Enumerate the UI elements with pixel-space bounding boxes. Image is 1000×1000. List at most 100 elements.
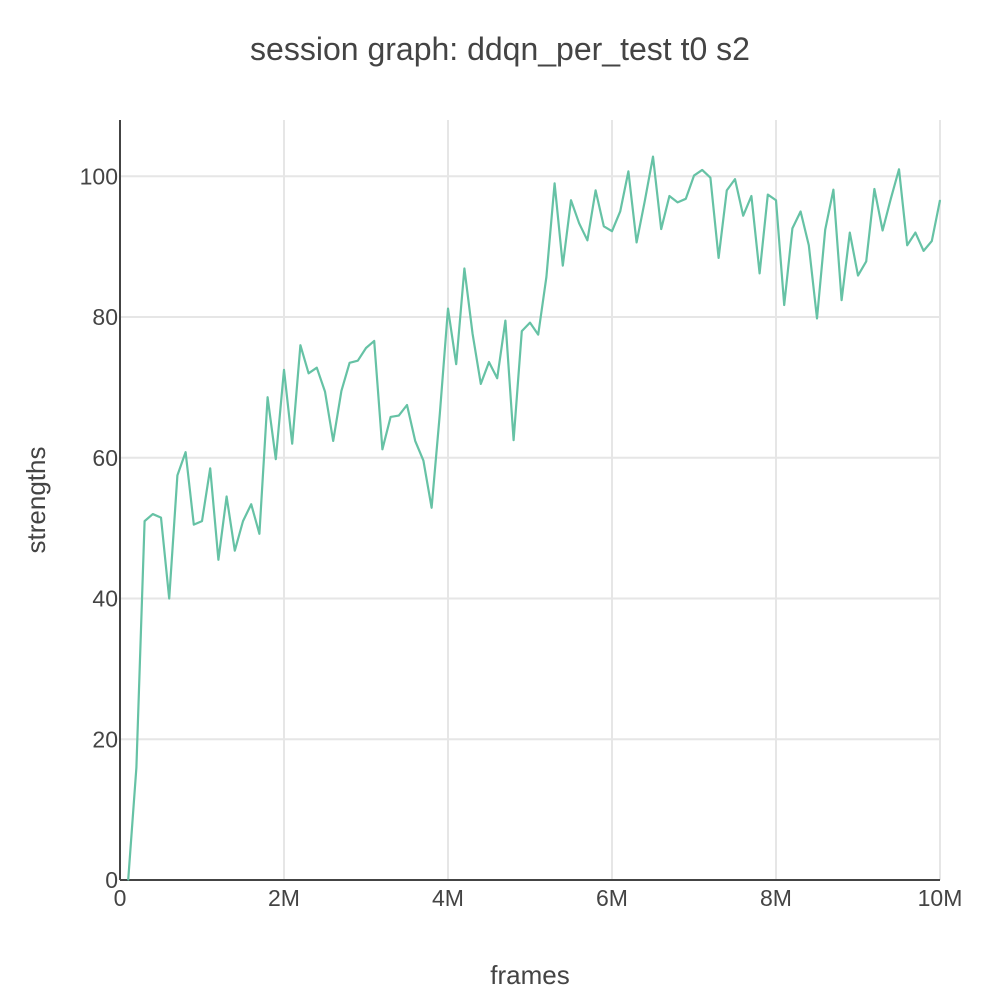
data-point xyxy=(923,250,925,252)
data-point xyxy=(152,513,154,515)
data-point xyxy=(562,265,564,267)
data-point xyxy=(439,413,441,415)
data-point xyxy=(636,241,638,244)
data-point xyxy=(882,229,884,232)
series-group xyxy=(127,155,942,881)
data-point xyxy=(775,199,777,201)
data-point xyxy=(808,244,810,246)
data-point xyxy=(176,474,178,476)
data-point xyxy=(931,240,933,242)
data-point xyxy=(791,227,794,229)
data-point xyxy=(939,199,941,201)
gridlines xyxy=(120,120,941,880)
data-point xyxy=(521,330,523,332)
data-point xyxy=(709,177,712,179)
data-point xyxy=(783,304,785,306)
data-point xyxy=(718,257,720,259)
data-point xyxy=(578,222,580,225)
y-tick-label: 60 xyxy=(92,445,118,471)
data-point xyxy=(668,195,671,197)
data-point xyxy=(800,210,802,213)
data-point xyxy=(570,199,572,201)
data-point xyxy=(185,451,187,453)
axes xyxy=(119,120,940,881)
x-tick-label: 4M xyxy=(432,885,464,911)
data-point xyxy=(217,559,219,561)
data-point xyxy=(849,231,851,234)
data-point xyxy=(898,168,900,170)
data-point xyxy=(513,439,515,441)
data-point xyxy=(193,524,195,526)
data-point xyxy=(627,170,630,172)
data-point xyxy=(209,467,211,469)
data-point xyxy=(472,333,474,335)
data-point xyxy=(873,188,876,190)
data-point xyxy=(816,317,818,320)
data-point xyxy=(381,448,383,450)
data-point xyxy=(677,201,679,203)
data-point xyxy=(841,299,843,301)
y-tick-label: 100 xyxy=(80,163,118,189)
data-point xyxy=(595,189,597,191)
data-point xyxy=(135,766,137,769)
data-point xyxy=(644,200,646,202)
data-point xyxy=(652,155,654,158)
data-point xyxy=(349,362,351,364)
data-point xyxy=(291,443,293,445)
data-point xyxy=(283,369,285,371)
x-axis-title: frames xyxy=(490,960,569,990)
data-point xyxy=(447,307,449,310)
data-point xyxy=(857,274,859,277)
data-point xyxy=(734,178,736,180)
data-point xyxy=(431,507,433,509)
data-point xyxy=(414,440,416,442)
data-point xyxy=(504,319,506,322)
chart-title: session graph: ddqn_per_test t0 s2 xyxy=(250,31,750,67)
x-axis-ticks: 0 2M 4M 6M 8M 10M xyxy=(114,885,963,911)
data-point xyxy=(357,360,359,362)
x-tick-label: 8M xyxy=(760,885,792,911)
data-point xyxy=(463,267,465,270)
data-point xyxy=(865,260,867,263)
data-point xyxy=(914,231,917,234)
data-point xyxy=(529,322,531,324)
y-tick-label: 20 xyxy=(92,726,118,752)
data-point xyxy=(373,340,375,342)
data-point xyxy=(144,520,146,522)
data-point xyxy=(832,189,835,191)
data-point xyxy=(226,495,228,498)
data-point xyxy=(554,182,556,184)
data-point xyxy=(250,503,252,505)
data-point xyxy=(340,390,342,392)
data-point xyxy=(201,520,203,522)
data-point xyxy=(496,377,498,379)
data-point xyxy=(742,215,744,217)
data-point xyxy=(586,239,589,241)
series-line xyxy=(127,155,942,881)
x-tick-label: 10M xyxy=(918,885,963,911)
data-point xyxy=(660,228,662,230)
data-point xyxy=(127,879,129,881)
data-point xyxy=(455,363,457,365)
data-point xyxy=(693,174,695,177)
data-point xyxy=(242,520,244,522)
data-point xyxy=(480,383,482,385)
x-tick-label: 6M xyxy=(596,885,628,911)
data-point xyxy=(537,334,539,336)
data-point xyxy=(398,414,400,417)
data-point xyxy=(316,367,318,369)
data-point xyxy=(390,416,392,418)
data-point xyxy=(750,195,753,197)
data-point xyxy=(308,372,310,374)
data-point xyxy=(545,276,548,278)
data-point xyxy=(726,189,728,191)
data-point xyxy=(258,533,260,535)
data-point xyxy=(611,230,613,232)
data-point xyxy=(701,169,703,171)
data-point xyxy=(234,550,236,552)
data-point xyxy=(168,597,170,600)
x-tick-label: 0 xyxy=(114,885,127,911)
y-axis-title: strengths xyxy=(21,447,51,554)
